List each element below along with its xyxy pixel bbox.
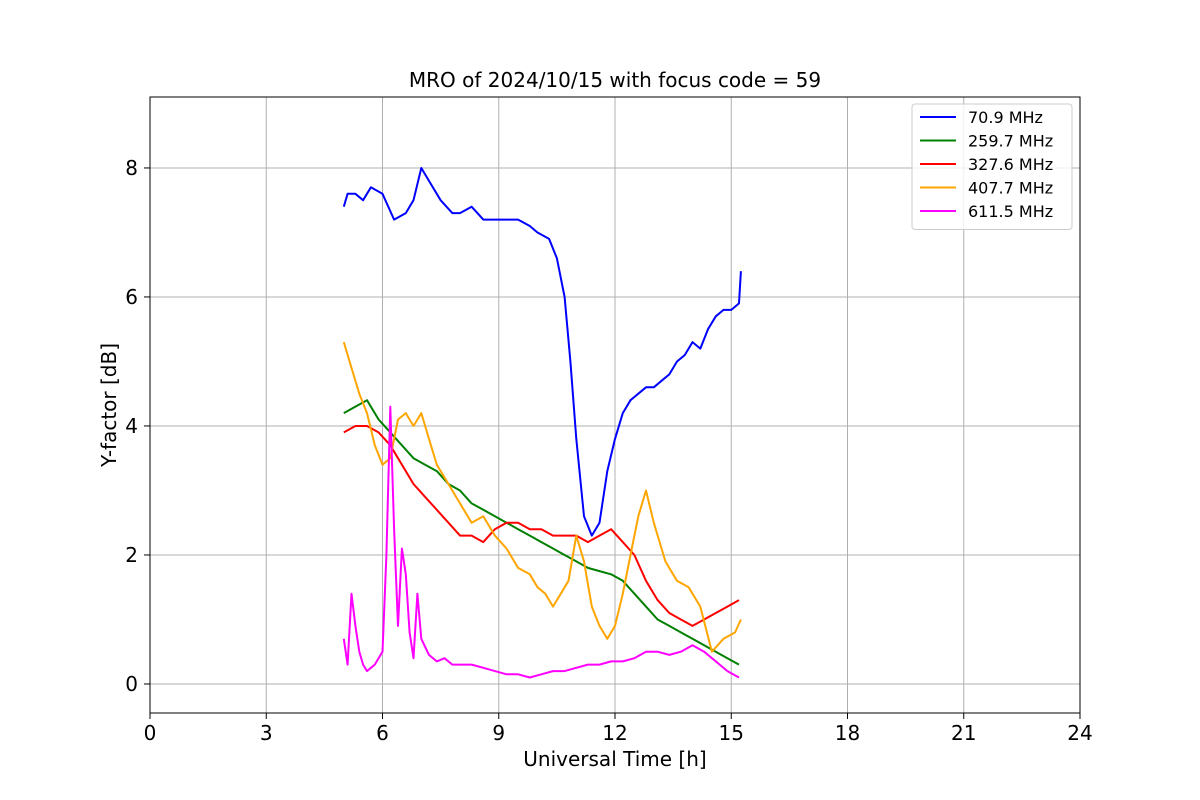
x-tick-label: 0 bbox=[144, 721, 157, 745]
chart-title: MRO of 2024/10/15 with focus code = 59 bbox=[409, 68, 821, 92]
x-tick-label: 21 bbox=[951, 721, 976, 745]
legend-label: 611.5 MHz bbox=[968, 202, 1053, 221]
series-line-0 bbox=[342, 167, 742, 537]
legend-label: 70.9 MHz bbox=[968, 108, 1043, 127]
plot-area bbox=[342, 167, 742, 679]
series-line-2 bbox=[343, 425, 740, 627]
legend-label: 327.6 MHz bbox=[968, 155, 1053, 174]
y-tick-label: 6 bbox=[125, 285, 138, 309]
x-tick-label: 15 bbox=[719, 721, 744, 745]
y-tick-label: 2 bbox=[125, 543, 138, 567]
series-line-4 bbox=[342, 405, 740, 679]
x-tick-label: 12 bbox=[602, 721, 627, 745]
x-tick-label: 24 bbox=[1067, 721, 1092, 745]
x-tick-label: 9 bbox=[492, 721, 505, 745]
legend-box bbox=[911, 103, 1073, 230]
y-axis-label: Y-factor [dB] bbox=[97, 343, 121, 468]
x-tick-label: 6 bbox=[376, 721, 389, 745]
legend-label: 407.7 MHz bbox=[968, 179, 1053, 198]
x-tick-label: 3 bbox=[260, 721, 273, 745]
legend-label: 259.7 MHz bbox=[968, 132, 1053, 151]
y-tick-label: 0 bbox=[125, 672, 138, 696]
x-tick-label: 18 bbox=[835, 721, 860, 745]
series-line-1 bbox=[343, 399, 740, 666]
x-axis-label: Universal Time [h] bbox=[523, 747, 706, 771]
y-tick-label: 4 bbox=[125, 414, 138, 438]
y-tick-label: 8 bbox=[125, 156, 138, 180]
legend: 70.9 MHz 259.7 MHz 327.6 MHz 407.7 MHz 6… bbox=[911, 103, 1073, 230]
series-line-3 bbox=[342, 341, 742, 653]
